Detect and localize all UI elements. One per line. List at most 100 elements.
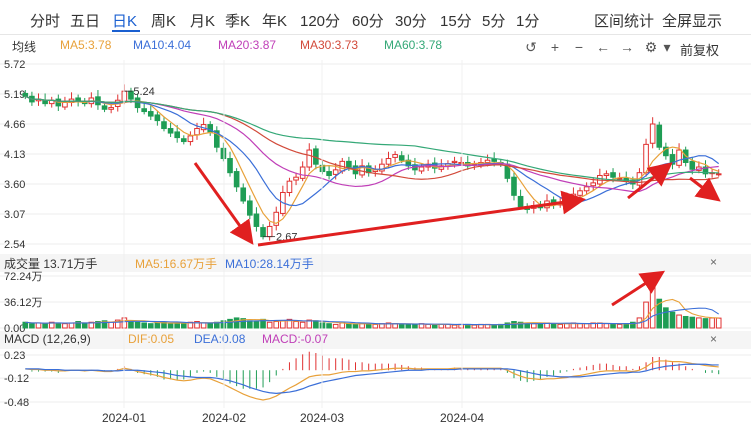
volume-bar: [491, 324, 497, 329]
volume-bar: [583, 323, 590, 329]
tab-1[interactable]: 五日: [70, 13, 101, 30]
volume-bar: [273, 321, 280, 329]
volume-bar: [610, 323, 616, 329]
price-tick-label: 4.13: [4, 149, 25, 161]
macd-value: MACD:-0.07: [262, 332, 329, 346]
adjust-select[interactable]: 前复权: [680, 43, 720, 58]
candle-body: [141, 108, 147, 113]
candle-body: [266, 225, 273, 238]
candle-body: [299, 166, 306, 179]
volume-tick-label: 72.24万: [4, 271, 43, 283]
volume-bar: [134, 321, 141, 329]
zoom-out-icon[interactable]: −: [574, 39, 584, 55]
candle-body: [187, 135, 194, 143]
tab-6[interactable]: 年K: [262, 13, 288, 30]
volume-bar: [22, 321, 29, 329]
x-tick-label: 2024-02: [202, 411, 246, 425]
candle-body: [451, 160, 458, 163]
volume-bar: [247, 320, 253, 329]
volume-bar: [233, 317, 240, 329]
candle-body: [286, 180, 293, 193]
volume-bar: [616, 323, 623, 329]
volume-bar: [101, 320, 108, 329]
volume-bar: [603, 323, 610, 329]
tab-5[interactable]: 季K: [225, 13, 251, 30]
fullscreen-button[interactable]: 全屏显示: [662, 13, 723, 30]
pan-right-icon[interactable]: →: [620, 39, 634, 55]
ma-legend: 均线 MA5:3.78 MA10:4.04 MA20:3.87 MA30:3.7…: [0, 38, 751, 56]
volume-bar: [253, 321, 260, 329]
undo-icon[interactable]: ↺: [525, 39, 537, 55]
volume-bar: [280, 320, 286, 329]
candle-body: [260, 227, 266, 238]
ma30-value: MA30:3.73: [300, 38, 359, 52]
candle-body: [167, 128, 174, 134]
candle-body: [458, 161, 464, 164]
volume-bar: [200, 322, 207, 329]
high-marker-label: 5.24: [133, 86, 154, 98]
tab-3[interactable]: 周K: [151, 13, 177, 30]
tab-7[interactable]: 120分: [300, 13, 341, 30]
volume-bar: [88, 321, 95, 329]
volume-bar: [266, 321, 273, 329]
candle-body: [273, 211, 280, 226]
price-tick-label: 3.07: [4, 209, 25, 221]
volume-ma5: MA5:16.67万手: [135, 257, 218, 271]
candle-body: [517, 195, 524, 208]
volume-bar: [709, 317, 715, 329]
tab-4[interactable]: 月K: [190, 13, 216, 30]
tab-8[interactable]: 60分: [352, 13, 384, 30]
volume-bar: [55, 322, 62, 329]
tab-2[interactable]: 日K: [112, 13, 138, 30]
candle-body: [174, 131, 181, 139]
volume-label: 成交量 13.71万手: [4, 257, 98, 271]
candle-body: [610, 172, 616, 178]
pan-left-icon[interactable]: ←: [596, 39, 610, 55]
candle-body: [293, 176, 299, 181]
arrow-up-spike: [627, 162, 673, 200]
volume-bar: [365, 323, 372, 329]
tab-10[interactable]: 15分: [440, 13, 472, 30]
volume-bar: [715, 317, 722, 329]
volume-bar: [48, 321, 55, 329]
volume-bar: [530, 323, 537, 329]
dea-line: [25, 363, 719, 394]
tab-0[interactable]: 分时: [30, 13, 61, 30]
volume-bar: [385, 322, 392, 329]
close-macd-icon[interactable]: ×: [710, 332, 718, 346]
volume-bar: [167, 323, 174, 329]
arrow-volume-spike: [611, 270, 666, 307]
volume-bar: [147, 323, 154, 329]
volume-bar: [75, 321, 81, 329]
volume-bar: [299, 321, 306, 329]
candle-body: [392, 154, 398, 158]
volume-bar: [339, 322, 346, 329]
candle-body: [491, 158, 497, 162]
macd-tick-label: 0.23: [4, 350, 25, 362]
macd-legend-bg: [0, 331, 751, 349]
volume-bar: [81, 323, 88, 329]
volume-bar: [702, 318, 709, 329]
candle-body: [649, 123, 656, 144]
candle-body: [240, 187, 247, 202]
candle-body: [147, 111, 154, 117]
chevron-down-icon[interactable]: ▾: [663, 39, 671, 55]
volume-bar: [557, 323, 564, 329]
dif-line: [25, 360, 719, 401]
volume-bar: [62, 323, 68, 329]
volume-bar: [174, 322, 181, 329]
volume-bar: [537, 323, 544, 329]
zoom-in-icon[interactable]: +: [550, 39, 560, 55]
volume-tick-label: 36.12万: [4, 297, 43, 309]
tab-9[interactable]: 30分: [395, 13, 427, 30]
volume-bar: [517, 321, 524, 329]
candle-body: [214, 130, 220, 148]
close-volume-icon[interactable]: ×: [710, 255, 718, 269]
settings-icon[interactable]: ⚙: [644, 39, 658, 55]
tab-11[interactable]: 5分: [482, 13, 506, 30]
tab-12[interactable]: 1分: [516, 13, 540, 30]
candle-body: [247, 200, 253, 216]
volume-bar: [405, 323, 412, 329]
range-stats-button[interactable]: 区间统计: [594, 13, 655, 30]
